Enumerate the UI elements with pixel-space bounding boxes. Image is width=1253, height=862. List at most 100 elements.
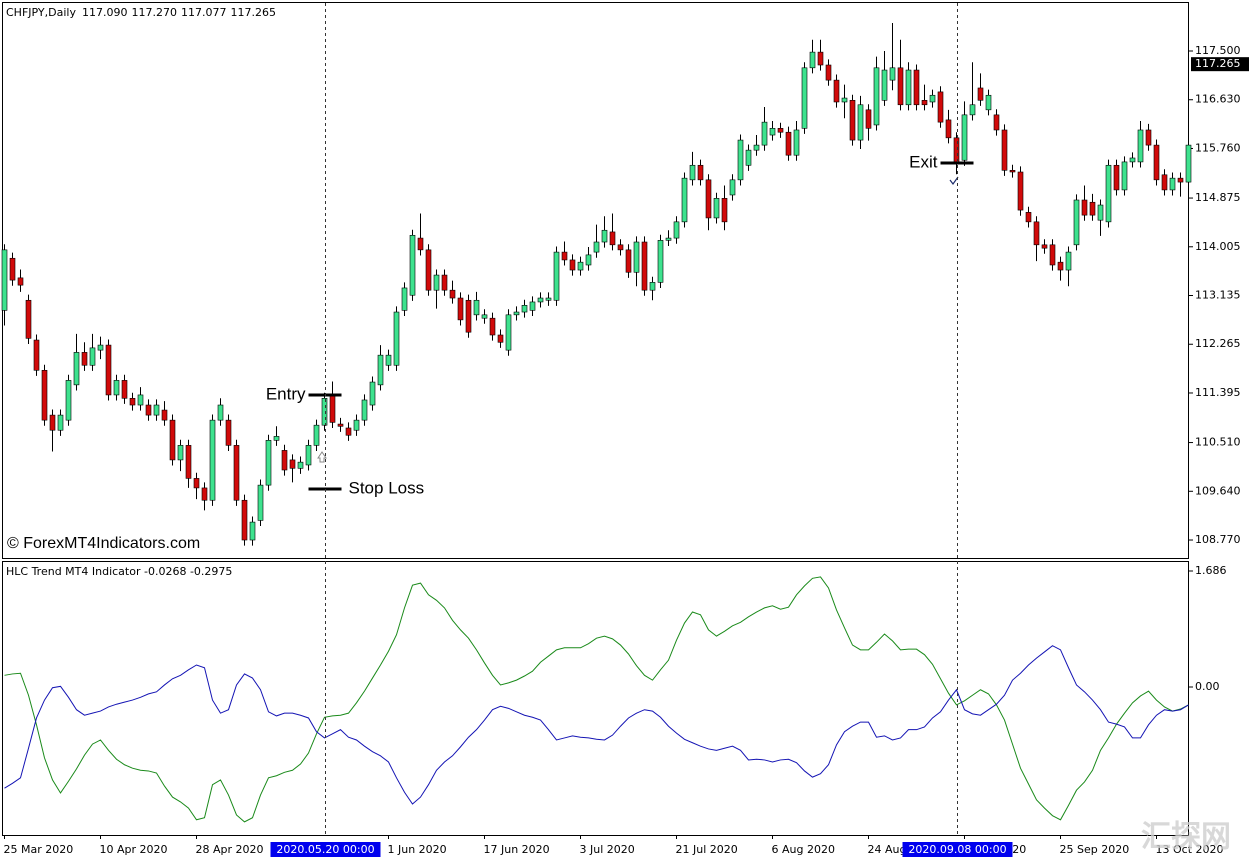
candle-body [729,179,736,196]
candle-body [169,419,176,461]
candle-body [81,352,88,366]
candle-body [905,69,912,106]
candle-body [465,299,472,333]
candle-body [49,414,56,431]
y-tick-label: 112.265 [1195,337,1241,350]
candle-body [281,450,288,471]
candle-body [809,51,816,69]
candle-body [1129,157,1136,163]
candle-body [1105,164,1112,223]
quote: 117.270 [131,6,177,19]
candle-body [113,380,120,396]
y-tick-label: 114.875 [1195,191,1241,204]
candle-body [137,394,144,406]
candle-body [865,109,872,129]
quote: 117.077 [181,6,227,19]
candle-body [673,221,680,239]
current-price-box [1191,57,1249,72]
candle-body [369,381,376,406]
candle-body [1001,129,1008,171]
candle-body [193,478,200,489]
x-tick-label: 3 Jul 2020 [580,843,635,856]
candle-body [233,445,240,501]
indicator-pane [2,561,1189,836]
candle-body [873,67,880,126]
candle-body [1081,199,1088,216]
candle-body [937,91,944,123]
candle-body [857,104,864,141]
candle-body [1073,199,1080,246]
x-tick-label: 13 Oct 2020 [1156,843,1224,856]
candle-body [153,404,160,416]
candle-body [505,314,512,351]
candle-body [489,317,496,336]
candle-body [777,128,784,133]
candle-body [257,484,264,521]
candle-body [481,314,488,319]
candle-body [825,64,832,81]
candle-body [401,287,408,311]
candle-body [529,301,536,311]
candle-body [849,99,856,141]
candle-body [449,289,456,299]
candle-body [217,404,224,421]
candle-body [121,380,128,399]
candle-body [929,94,936,103]
crosshair-label: 2020.09.08 00:00 [908,843,1006,856]
candle-body [1185,144,1192,183]
candle-body [801,67,808,129]
candle-body [241,499,248,541]
candle-body [569,259,576,271]
candle-body [497,334,504,343]
candle-body [881,69,888,101]
candle-body [705,179,712,219]
candle-body [577,261,584,271]
crosshair-label: 2020.05.20 00:00 [276,843,374,856]
candle-body [817,51,824,66]
candle-body [713,198,720,219]
candle-body [1,249,8,311]
candle-body [345,427,352,436]
indicator-title: HLC Trend MT4 Indicator -0.0268 -0.2975 [6,565,232,578]
candle-body [41,369,48,421]
current-price-label: 117.265 [1195,57,1241,70]
candle-body [889,67,896,81]
indicator-line [4,645,1189,805]
candle-body [649,282,656,291]
crosshair-label-box [902,842,1013,857]
candle-body [561,251,568,261]
candle-body [33,339,40,371]
candle-body [65,380,72,421]
candle-body [25,299,32,339]
candle-body [57,414,64,431]
candle-body [1121,161,1128,191]
y-tick-label: 113.135 [1195,289,1241,302]
candle-body [537,297,544,303]
candle-body [297,461,304,469]
x-tick-label: 25 Mar 2020 [4,843,74,856]
candle-body [993,114,1000,131]
candle-body [977,87,984,101]
candle-body [185,445,192,479]
x-tick-label: 1 Jun 2020 [388,843,447,856]
candle-body [657,240,664,283]
x-tick-label: 25 Sep 2020 [1060,843,1130,856]
quote: 117.090 [82,6,128,19]
candle-body [1049,244,1056,266]
chart-title: CHFJPY,Daily 117.090 117.270 117.077 117.265 [6,6,276,19]
x-tick-label: 6 Aug 2020 [772,843,835,856]
entry-arrow [317,451,327,463]
y-tick-label: 114.005 [1195,240,1241,253]
y-tick-label: 115.760 [1195,141,1241,154]
candle-body [1025,212,1032,223]
watermark-logo: 汇探网 [1141,820,1231,855]
candle-body [753,144,760,151]
candle-body [1017,171,1024,211]
candle-body [305,445,312,466]
candle-body [97,344,104,351]
candle-body [521,305,528,313]
candle-body [249,521,256,541]
candle-body [1145,129,1152,146]
